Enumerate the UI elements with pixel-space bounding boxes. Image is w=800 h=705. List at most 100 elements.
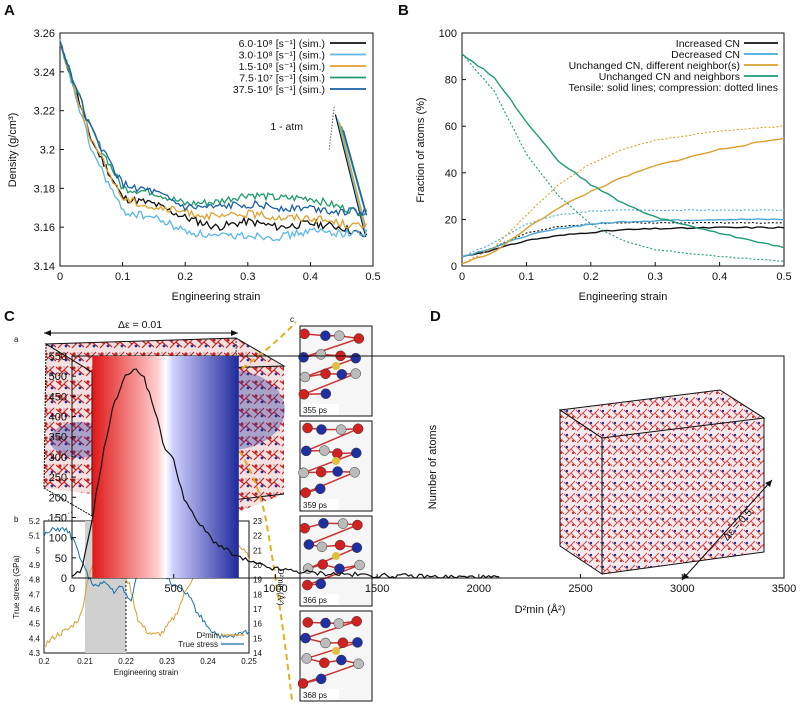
panel-b-series-solid [461,137,785,265]
panel-a-chart: 0 0.1 0.2 0.3 0.4 0.5 3.14 3.16 3.18 3.2 3.22 3.24 3… [7,28,381,303]
panel-a-xtick-label: 0.5 [365,271,380,283]
panel-b-xtick-label: 0 [459,271,465,283]
atom [320,637,331,649]
panel-b-legend-label: Unchanged CN, different neighbor(s) [569,60,740,72]
panel-c-xtick-label: 0.22 [118,657,134,666]
panel-b-series-dotted [461,209,785,258]
panel-c-strain-arrow [44,330,238,336]
panel-a-series-line [59,44,368,230]
panel-a-ytick-label: 3.16 [34,222,55,234]
panel-d-atomic-box [558,389,766,575]
panel-c-sub-c: c [290,315,294,324]
atom [335,424,347,435]
snapshot-frame: 368 ps [297,610,373,702]
panel-c-xlabel: Engineering strain [114,668,178,677]
atom [298,352,309,363]
panel-d-ytick-label: 200 [49,492,67,504]
atom [318,518,329,529]
bond [305,471,355,494]
atom [299,522,310,534]
panel-c-xtick-label: 0.24 [200,657,216,666]
panel-b-xtick-label: 0.3 [648,271,663,283]
central-atom [332,647,340,655]
panel-d-ytick-label: 400 [49,412,67,424]
panel-b-series-solid [461,53,785,249]
bond [307,546,358,570]
panel-d-ytick-label: 300 [49,452,67,464]
panel-c-ytick-left: 4.5 [29,620,41,629]
panel-a-xtick-label: 0.3 [240,271,255,283]
snapshot-label-bg [301,404,339,415]
panel-d-xtick-label: 1000 [263,583,287,595]
panel-c-ytick-left: 4.6 [29,605,41,614]
atom [336,369,348,380]
atom [315,483,326,495]
panel-b-legend-label: Decreased CN [671,49,740,61]
bond [305,620,357,639]
panel-b-xlabel: Engineering strain [579,291,668,303]
panel-b-frame [461,32,785,267]
atom [320,388,332,399]
panel-b-series-dotted [461,125,785,265]
panel-d-ytick-label: 350 [49,432,67,444]
atom [354,559,365,571]
atom [334,330,345,341]
atom [297,678,309,689]
atom [353,333,365,344]
atom [315,466,327,478]
panel-b-legend-label: Increased CN [676,38,740,50]
panel-a-ytick-label: 3.2 [40,145,55,157]
snapshot-time-label: 366 ps [303,596,327,605]
panel-c-legend-label: True stress [178,640,218,649]
atom [298,467,309,479]
panel-d-xtick-label: 2500 [568,583,592,595]
panel-b-series-dotted [461,53,784,262]
panel-b-chart: 0 0.1 0.2 0.3 0.4 0.5 0 20 40 60 80 100 Engineering… [415,28,792,303]
atom [336,654,347,666]
panel-c-ytick-right: 23 [253,517,262,526]
atom [320,368,331,380]
atom [349,467,360,478]
panel-a-xtick-label: 0.2 [178,271,193,283]
panel-a-series-line [59,40,368,217]
atom [315,349,327,360]
panel-d-xtick-label: 3000 [670,583,694,595]
panel-b-ytick-label: 100 [439,28,457,40]
atom [317,559,328,570]
panel-a-annotation: 1 - atm [270,121,303,133]
panel-c-strain-label: Δε = 0.01 [118,319,162,331]
atom [333,618,345,629]
panel-a-xtick-label: 0.1 [115,271,130,283]
panel-a-legend-label: 6.0·10⁸ [s⁻¹] (sim.) [239,38,325,50]
panel-c-ytick-right: 17 [253,605,262,614]
panel-c-ytick-left: 5 [36,546,41,555]
panel-d-ytick-label: 100 [49,533,67,545]
panel-a-legend-label: 1.5·10⁸ [s⁻¹] (sim.) [239,61,325,73]
atom [303,539,315,550]
panel-a-ytick-label: 3.22 [34,106,55,118]
atom [300,632,311,644]
snapshot-time-label: 368 ps [303,691,327,700]
panel-d-ytick-label: 50 [55,553,67,565]
snapshot-label-bg [301,689,339,700]
panel-c-ytick-right: 18 [253,590,262,599]
panel-c-ytick-right: 20 [253,561,262,570]
panel-d-ytick-label: 150 [49,512,67,524]
panel-d-ytick-label: 450 [49,391,67,403]
panel-c-ytick-left: 4.3 [29,649,41,658]
panel-c-ytick-right: 21 [253,546,262,555]
panel-c-ytick-right: 15 [253,634,262,643]
bond [303,452,357,474]
snapshot-label-bg [301,594,339,605]
panel-d-xlabel: D²min (Å²) [515,603,566,616]
snapshot-frame: 366 ps [299,515,373,607]
atom [337,637,349,648]
panel-b-ytick-label: 20 [445,214,457,226]
snapshot-time-label: 355 ps [303,406,327,415]
atom [299,328,310,340]
atom [334,539,346,551]
central-atom [332,362,340,370]
panel-d-ytick-label: 550 [49,351,67,363]
panel-letter-b: B [398,2,409,19]
